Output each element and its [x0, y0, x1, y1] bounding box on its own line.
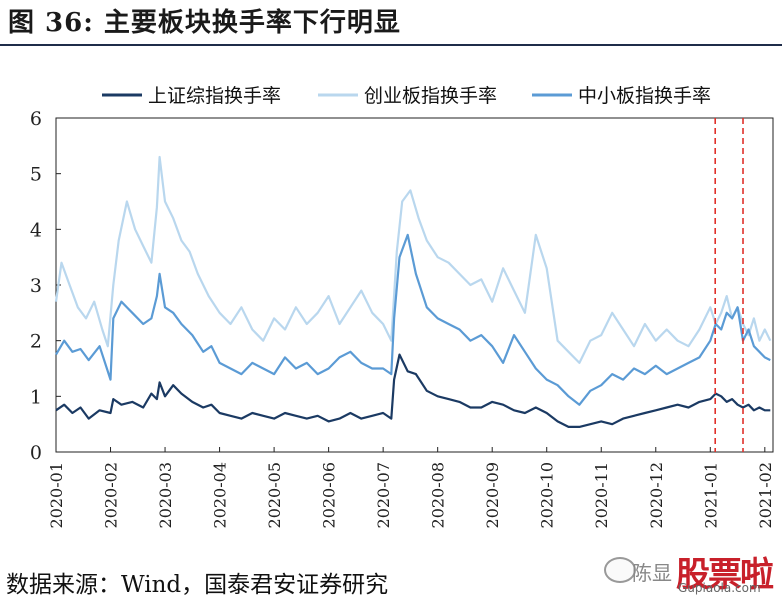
page-title: 图 36: 主要板块换手率下行明显 [8, 8, 401, 38]
y-tick-label: 6 [30, 108, 42, 130]
legend-label: 创业板指换手率 [364, 85, 497, 107]
watermark-url: Gupiaola.com [678, 581, 761, 595]
plot-frame [55, 117, 774, 453]
legend-label: 中小板指换手率 [578, 85, 711, 107]
vertical-markers [714, 118, 744, 452]
y-tick-label: 4 [30, 219, 42, 241]
x-tick-label: 2021-01 [701, 462, 720, 528]
chart-series [54, 155, 772, 428]
y-tick-label: 5 [30, 164, 42, 186]
x-tick-label: 2020-04 [211, 462, 230, 528]
y-tick-label: 0 [30, 442, 42, 464]
y-axis: 0 1 2 3 4 5 6 [30, 108, 61, 464]
x-tick-label: 2020-02 [102, 462, 121, 528]
x-tick-label: 2021-02 [756, 462, 775, 528]
watermark-logo: 股票啦 [676, 555, 774, 595]
x-tick-label: 2020-03 [156, 462, 175, 528]
x-tick-label: 2020-01 [47, 462, 66, 528]
x-tick-label: 2020-06 [320, 462, 339, 528]
x-tick-label: 2020-10 [538, 462, 557, 528]
source-note: 数据来源：Wind，国泰君安证券研究 [6, 572, 389, 598]
series-line-0 [55, 353, 771, 428]
x-tick-label: 2020-12 [647, 462, 666, 528]
y-tick-label: 2 [30, 331, 42, 353]
watermark-name: 陈显 [632, 561, 672, 585]
legend-label: 上证综指换手率 [148, 85, 281, 107]
x-axis: 2020-01 2020-02 2020-03 2020-04 2020-05 2020-… [47, 447, 775, 528]
x-tick-label: 2020-07 [374, 462, 393, 528]
series-line-2 [55, 233, 771, 406]
y-tick-label: 3 [30, 275, 42, 297]
wechat-icon [604, 557, 636, 583]
x-tick-label: 2020-08 [429, 462, 448, 528]
y-tick-label: 1 [30, 386, 42, 408]
x-tick-label: 2020-11 [592, 462, 611, 528]
watermark: 陈显 股票啦 Gupiaola.com [576, 545, 776, 597]
chart-legend: 上证综指换手率 创业板指换手率 中小板指换手率 [102, 85, 711, 107]
x-tick-label: 2020-05 [265, 462, 284, 528]
series-line-1 [54, 155, 772, 364]
title-divider [0, 44, 782, 46]
x-tick-label: 2020-09 [483, 462, 502, 528]
